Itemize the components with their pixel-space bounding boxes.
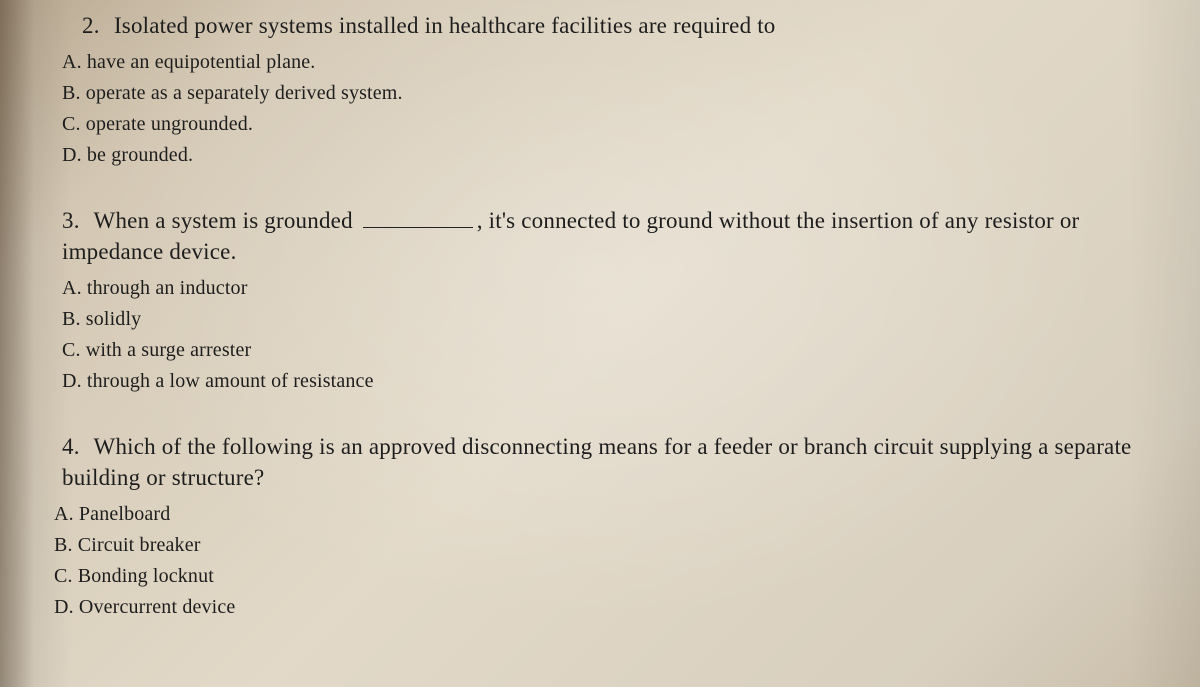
option-b: B. solidly (62, 304, 1170, 335)
question-text: Isolated power systems installed in heal… (114, 13, 776, 38)
question-stem: 3. When a system is grounded , it's conn… (62, 205, 1170, 267)
option-letter: C. (62, 339, 81, 361)
option-text: operate as a separately derived system. (86, 82, 403, 104)
option-text: Bonding locknut (78, 565, 214, 587)
question-block-3: 3. When a system is grounded , it's conn… (30, 205, 1170, 397)
option-c: C. operate ungrounded. (62, 109, 1170, 140)
question-stem: 2. Isolated power systems installed in h… (82, 10, 1170, 41)
question-text-before: When a system is grounded (94, 208, 359, 233)
question-number: 3. (62, 205, 88, 236)
option-b: B. operate as a separately derived syste… (62, 78, 1170, 109)
option-c: C. with a surge arrester (62, 335, 1170, 366)
options-list: A. Panelboard B. Circuit breaker C. Bond… (54, 499, 1170, 623)
option-text: operate ungrounded. (86, 113, 253, 135)
option-a: A. have an equipotential plane. (62, 47, 1170, 78)
option-letter: A. (62, 277, 82, 299)
option-text: be grounded. (87, 144, 193, 166)
question-number: 4. (62, 431, 88, 462)
option-letter: B. (62, 308, 81, 330)
option-text: Circuit breaker (78, 534, 201, 556)
option-a: A. Panelboard (54, 499, 1170, 530)
option-letter: D. (54, 596, 74, 618)
option-b: B. Circuit breaker (54, 530, 1170, 561)
option-text: Panelboard (79, 503, 170, 525)
option-text: have an equipotential plane. (87, 51, 316, 73)
option-c: C. Bonding locknut (54, 561, 1170, 592)
fill-in-blank (363, 206, 473, 228)
question-text: Which of the following is an approved di… (62, 434, 1131, 490)
option-a: A. through an inductor (62, 273, 1170, 304)
option-letter: B. (62, 82, 81, 104)
option-text: through a low amount of resistance (87, 370, 374, 392)
worksheet-page: 2. Isolated power systems installed in h… (0, 0, 1200, 687)
option-letter: D. (62, 370, 82, 392)
option-d: D. through a low amount of resistance (62, 366, 1170, 397)
options-list: A. have an equipotential plane. B. opera… (62, 47, 1170, 171)
question-number: 2. (82, 10, 108, 41)
option-text: solidly (86, 308, 142, 330)
option-d: D. be grounded. (62, 140, 1170, 171)
question-stem: 4. Which of the following is an approved… (62, 431, 1170, 493)
question-block-2: 2. Isolated power systems installed in h… (30, 10, 1170, 171)
option-letter: A. (62, 51, 82, 73)
option-letter: B. (54, 534, 73, 556)
option-text: Overcurrent device (79, 596, 236, 618)
option-letter: D. (62, 144, 82, 166)
question-block-4: 4. Which of the following is an approved… (30, 431, 1170, 623)
option-letter: C. (62, 113, 81, 135)
options-list: A. through an inductor B. solidly C. wit… (62, 273, 1170, 397)
option-letter: C. (54, 565, 73, 587)
option-letter: A. (54, 503, 74, 525)
option-text: with a surge arrester (86, 339, 252, 361)
option-d: D. Overcurrent device (54, 592, 1170, 623)
option-text: through an inductor (87, 277, 248, 299)
